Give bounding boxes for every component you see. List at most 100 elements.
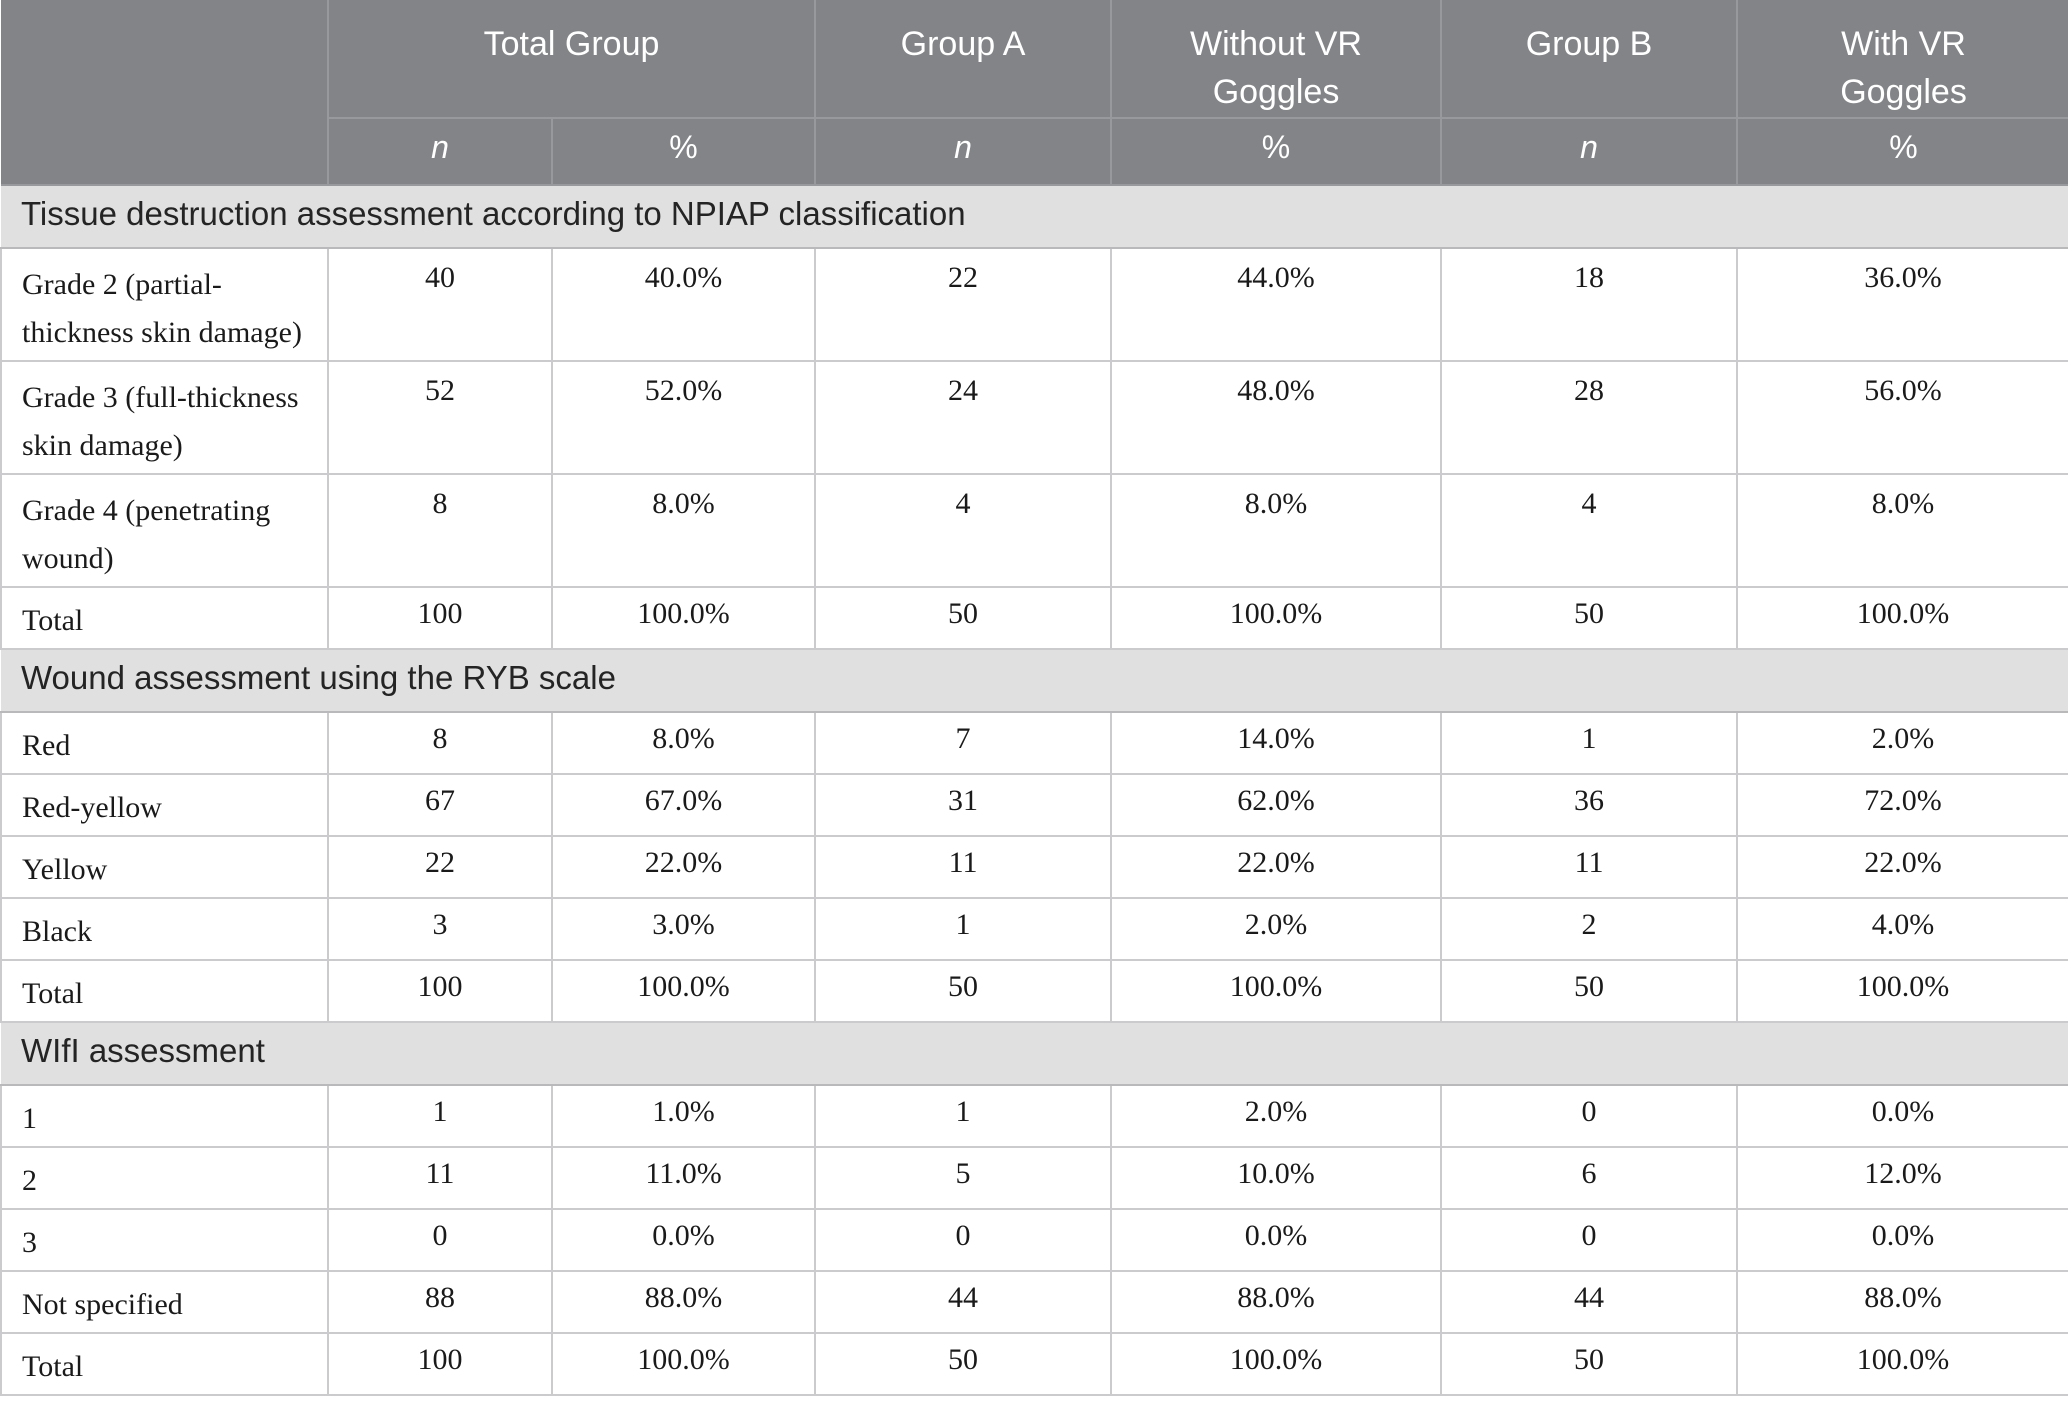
cell-value: 0.0%	[550, 1207, 817, 1272]
cell-value: 88.0%	[550, 1269, 817, 1334]
cell-value: 8.0%	[550, 472, 817, 588]
section-title: WIfI assessment	[1, 1020, 2068, 1086]
cell-value: 12.0%	[1736, 1145, 2068, 1210]
col-header-without-vr-goggles: Without VR Goggles	[1110, 0, 1443, 119]
table-row: 3 0 0.0% 0 0.0% 0 0.0%	[0, 1207, 2068, 1272]
table-header: Total Group Group A Without VR Goggles G…	[1, 0, 2068, 186]
cell-value: 8.0%	[1736, 472, 2068, 588]
cell-value: 100.0%	[550, 585, 817, 650]
cell-value: 5	[814, 1145, 1113, 1210]
row-label: Grade 4 (penetrating wound)	[0, 472, 329, 588]
cell-value: 1	[814, 896, 1113, 961]
cell-value: 44	[814, 1269, 1113, 1334]
cell-value: 22	[814, 246, 1113, 362]
row-label: Grade 2 (partial- thickness skin damage)	[0, 246, 329, 362]
col-header-group-a: Group A	[814, 0, 1113, 119]
cell-value: 50	[1440, 958, 1739, 1023]
cell-value: 0	[327, 1207, 553, 1272]
cell-value: 36	[1440, 772, 1739, 837]
table-row: Not specified 88 88.0% 44 88.0% 44 88.0%	[0, 1269, 2068, 1334]
cell-value: 67	[327, 772, 553, 837]
table-row: Red 8 8.0% 7 14.0% 1 2.0%	[0, 710, 2068, 775]
cell-value: 44.0%	[1110, 246, 1443, 362]
cell-value: 4.0%	[1736, 896, 2068, 961]
cell-value: 50	[1440, 585, 1739, 650]
cell-value: 100	[327, 585, 553, 650]
cell-value: 1	[1440, 710, 1739, 775]
cell-value: 62.0%	[1110, 772, 1443, 837]
cell-value: 0.0%	[1736, 1207, 2068, 1272]
section-title: Tissue destruction assessment according …	[1, 183, 2068, 249]
subheader-pct-group-b: %	[1736, 116, 2068, 186]
table-row: Red-yellow 67 67.0% 31 62.0% 36 72.0%	[0, 772, 2068, 837]
cell-value: 50	[814, 958, 1113, 1023]
cell-value: 2.0%	[1736, 710, 2068, 775]
cell-value: 72.0%	[1736, 772, 2068, 837]
table-row: Total 100 100.0% 50 100.0% 50 100.0%	[0, 585, 2068, 650]
cell-value: 4	[1440, 472, 1739, 588]
row-label: Red	[0, 710, 329, 775]
cell-value: 88.0%	[1110, 1269, 1443, 1334]
cell-value: 88.0%	[1736, 1269, 2068, 1334]
table-row: Yellow 22 22.0% 11 22.0% 11 22.0%	[0, 834, 2068, 899]
table-row: Total 100 100.0% 50 100.0% 50 100.0%	[0, 1331, 2068, 1396]
col-header-group-b: Group B	[1440, 0, 1739, 119]
cell-value: 0	[1440, 1207, 1739, 1272]
row-label: 3	[0, 1207, 329, 1272]
cell-value: 40	[327, 246, 553, 362]
cell-value: 67.0%	[550, 772, 817, 837]
cell-value: 7	[814, 710, 1113, 775]
row-label: Total	[0, 958, 329, 1023]
subheader-row: n % n % n %	[1, 116, 2068, 186]
cell-value: 100.0%	[550, 1331, 817, 1396]
cell-value: 48.0%	[1110, 359, 1443, 475]
cell-value: 0.0%	[1736, 1083, 2068, 1148]
row-label: Total	[0, 585, 329, 650]
cell-value: 11	[814, 834, 1113, 899]
group-header-row: Total Group Group A Without VR Goggles G…	[1, 0, 2068, 186]
subheader-n-total: n	[327, 116, 553, 186]
table-row: Grade 2 (partial- thickness skin damage)…	[0, 246, 2068, 362]
cell-value: 3.0%	[550, 896, 817, 961]
cell-value: 100.0%	[550, 958, 817, 1023]
cell-value: 50	[814, 585, 1113, 650]
cell-value: 22	[327, 834, 553, 899]
row-label: Yellow	[0, 834, 329, 899]
cell-value: 100.0%	[1110, 1331, 1443, 1396]
cell-value: 1.0%	[550, 1083, 817, 1148]
cell-value: 1	[814, 1083, 1113, 1148]
cell-value: 4	[814, 472, 1113, 588]
cell-value: 11	[1440, 834, 1739, 899]
cell-value: 31	[814, 772, 1113, 837]
cell-value: 100.0%	[1736, 585, 2068, 650]
subheader-pct-group-a: %	[1110, 116, 1443, 186]
cell-value: 6	[1440, 1145, 1739, 1210]
cell-value: 8	[327, 472, 553, 588]
cell-value: 100.0%	[1736, 958, 2068, 1023]
cell-value: 22.0%	[1736, 834, 2068, 899]
cell-value: 10.0%	[1110, 1145, 1443, 1210]
row-label: Grade 3 (full-thickness skin damage)	[0, 359, 329, 475]
cell-value: 36.0%	[1736, 246, 2068, 362]
cell-value: 100.0%	[1110, 958, 1443, 1023]
subheader-n-group-b: n	[1440, 116, 1739, 186]
table-body: Tissue destruction assessment according …	[0, 183, 2068, 1396]
cell-value: 3	[327, 896, 553, 961]
cell-value: 1	[327, 1083, 553, 1148]
row-label: Total	[0, 1331, 329, 1396]
cell-value: 40.0%	[550, 246, 817, 362]
cell-value: 8.0%	[1110, 472, 1443, 588]
row-label: 1	[0, 1083, 329, 1148]
cell-value: 100.0%	[1110, 585, 1443, 650]
section-row: Tissue destruction assessment according …	[1, 183, 2068, 249]
cell-value: 0.0%	[1110, 1207, 1443, 1272]
cell-value: 11	[327, 1145, 553, 1210]
table-row: Total 100 100.0% 50 100.0% 50 100.0%	[0, 958, 2068, 1023]
cell-value: 50	[814, 1331, 1113, 1396]
cell-value: 2.0%	[1110, 1083, 1443, 1148]
cell-value: 14.0%	[1110, 710, 1443, 775]
cell-value: 100	[327, 1331, 553, 1396]
cell-value: 2.0%	[1110, 896, 1443, 961]
cell-value: 52	[327, 359, 553, 475]
